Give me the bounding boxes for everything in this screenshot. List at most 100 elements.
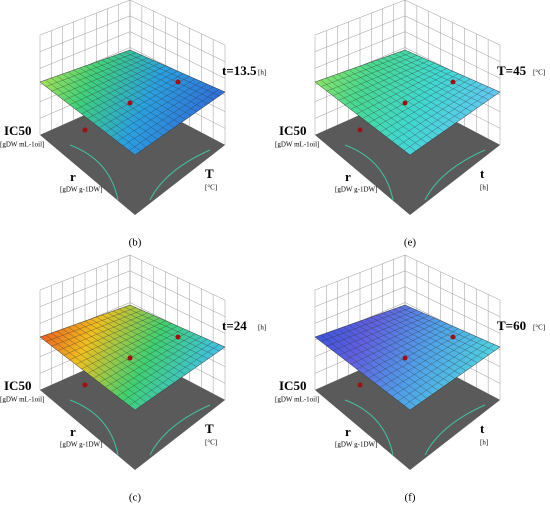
surface-grid <box>118 53 214 101</box>
surface-grid <box>107 312 203 363</box>
x-label: r <box>345 424 351 439</box>
y-label: T <box>205 421 214 436</box>
design-point <box>127 355 133 361</box>
surface-grid <box>359 320 456 379</box>
design-point <box>175 79 181 85</box>
surface-grid <box>93 73 184 124</box>
surface-grid <box>90 318 186 375</box>
param: t=24 <box>222 318 247 333</box>
design-point <box>450 79 456 85</box>
surface-grid <box>403 344 495 406</box>
surface-grid <box>101 59 197 112</box>
surface-grid <box>101 314 197 367</box>
surface-grid <box>393 308 489 356</box>
surface-grid <box>90 63 186 120</box>
wall-grid <box>39 15 226 62</box>
surface-grid <box>368 328 459 379</box>
surface-grid <box>382 57 478 108</box>
surface-grid <box>392 83 483 142</box>
floor <box>40 95 225 215</box>
x-unit: [gDW g-1DW] <box>335 186 377 194</box>
y-unit: [°C] <box>205 439 217 447</box>
z-unit: [gDW mL-1oil] <box>0 141 44 149</box>
floor <box>40 350 225 470</box>
wall-grid <box>39 270 226 317</box>
wall-grid <box>39 0 226 46</box>
surface-grid <box>113 310 209 359</box>
surface-grid <box>128 89 220 151</box>
panel: T=45 [°C] IC50 [gDW mL-1oil] r [gDW g-1DW] t [h… <box>275 0 545 249</box>
surface-grid <box>386 81 477 137</box>
y-unit: [h] <box>480 184 488 192</box>
surface-grid <box>105 333 196 388</box>
param-unit: [h] <box>258 69 266 77</box>
surface-grid <box>117 83 208 142</box>
surface-grid <box>105 78 196 133</box>
surface-grid <box>113 55 209 104</box>
panel-label: (f) <box>405 492 416 504</box>
y-unit: [h] <box>480 439 488 447</box>
surface-grid <box>99 76 190 128</box>
design-point <box>357 127 363 133</box>
x-unit: [gDW g-1DW] <box>60 186 102 194</box>
surface-grid <box>393 53 489 101</box>
y-unit: [°C] <box>205 184 217 192</box>
wall-grid <box>314 286 501 334</box>
surface-grid <box>386 336 477 392</box>
surface-grid <box>96 61 192 116</box>
wall-grid <box>39 31 226 79</box>
surface-grid <box>388 55 484 104</box>
design-point <box>127 100 133 106</box>
surface-grid <box>392 338 483 397</box>
surface-grid <box>398 86 489 147</box>
z-unit: [gDW mL-1oil] <box>275 396 319 404</box>
surface-grid <box>117 338 208 397</box>
surface-grid <box>388 310 484 359</box>
panel-label: (b) <box>129 237 142 249</box>
x-unit: [gDW g-1DW] <box>335 441 377 449</box>
wall-grid <box>314 15 501 62</box>
surface-grid <box>107 57 203 108</box>
z-label: IC50 <box>279 123 306 138</box>
surface-grid <box>128 344 220 406</box>
x-label: r <box>70 169 76 184</box>
surface-grid <box>84 65 181 124</box>
panel: t=24 [h] IC50 [gDW mL-1oil] r [gDW g-1DW] T [°C… <box>0 254 266 504</box>
wall-grid <box>39 254 226 301</box>
panel: t=13.5 [h] IC50 [gDW mL-1oil] r [gDW g-1DW] T [… <box>0 0 266 249</box>
param-unit: [°C] <box>533 324 545 332</box>
surface-grid <box>376 314 472 367</box>
floor <box>315 95 500 215</box>
y-label: t <box>480 421 485 436</box>
z-unit: [gDW mL-1oil] <box>275 141 319 149</box>
param: T=45 <box>497 63 527 78</box>
design-point <box>82 382 88 388</box>
surface-grid <box>124 51 220 97</box>
surface-grid <box>374 76 465 128</box>
x-unit: [gDW g-1DW] <box>60 441 102 449</box>
x-label: r <box>70 424 76 439</box>
surface-grid <box>398 341 489 402</box>
surface-grid <box>380 78 471 133</box>
surface-grid <box>111 336 202 392</box>
contour <box>344 144 486 201</box>
wall-grid <box>314 254 501 301</box>
wall-grid <box>39 286 226 334</box>
panel-label: (c) <box>129 492 142 504</box>
surface-grid <box>365 318 461 375</box>
surface-grid <box>382 312 478 363</box>
design-point <box>450 334 456 340</box>
surface-grid <box>371 61 467 116</box>
wall-grid <box>314 31 501 79</box>
z-label: IC50 <box>4 378 31 393</box>
floor <box>315 350 500 470</box>
contour <box>344 399 486 456</box>
z-label: IC50 <box>4 123 31 138</box>
surface-grid <box>123 86 214 147</box>
surface-grid <box>123 341 214 402</box>
surface-grid <box>96 316 192 371</box>
design-point <box>402 355 408 361</box>
surface-grid <box>124 306 220 352</box>
surface-grid <box>365 63 461 120</box>
surface-grid <box>93 328 184 379</box>
